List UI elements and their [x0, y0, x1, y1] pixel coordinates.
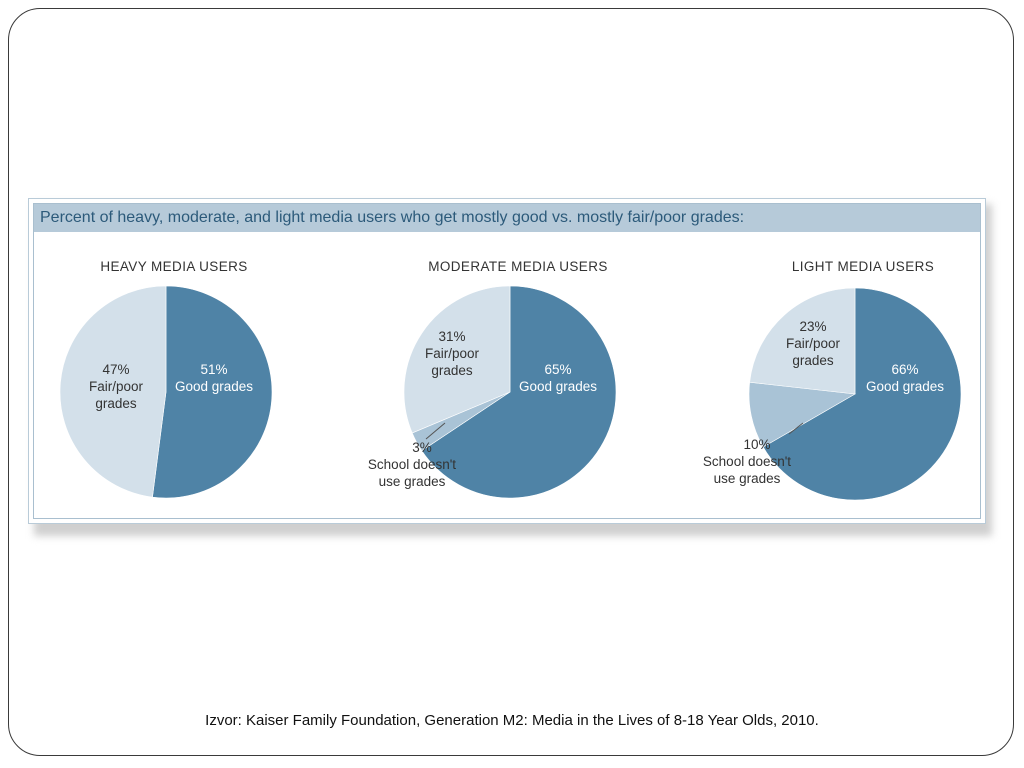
slice-label-no-grades: 10% School doesn't use grades: [703, 437, 791, 486]
slice-label-good: 66% Good grades: [866, 362, 944, 394]
pie-slice-good: [152, 285, 273, 499]
pie-title: HEAVY MEDIA USERS: [100, 259, 247, 274]
pie-title: LIGHT MEDIA USERS: [792, 259, 934, 274]
slice-label-no-grades: 3% School doesn't use grades: [368, 440, 456, 489]
pie-charts: HEAVY MEDIA USERS 51% Good grades 47% Fair/p…: [59, 259, 962, 501]
source-caption: Izvor: Kaiser Family Foundation, Generat…: [205, 712, 819, 729]
slice-label-good: 65% Good grades: [519, 362, 597, 394]
pie-slice-good: [421, 285, 617, 499]
callout-line: [788, 422, 804, 435]
chart-figure: Percent of heavy, moderate, and light me…: [28, 198, 986, 524]
pie-chart-1: HEAVY MEDIA USERS 51% Good grades 47% Fair/p…: [59, 259, 273, 499]
pie-slice-fair-poor: [749, 287, 856, 395]
slice-label-fair-poor: 47% Fair/poor grades: [89, 362, 144, 411]
slice-label-good: 51% Good grades: [175, 362, 253, 394]
slice-label-fair-poor: 31% Fair/poor grades: [425, 329, 480, 378]
pie-chart-2: MODERATE MEDIA USERS 65% Good grades 3% Scho…: [368, 259, 617, 499]
pie-slice-fair-poor: [59, 285, 167, 498]
chart-title: Percent of heavy, moderate, and light me…: [40, 209, 745, 226]
pie-chart-3: LIGHT MEDIA USERS 66% Good grades 10% School…: [703, 259, 962, 501]
callout-line: [425, 422, 446, 440]
pie-slice-fair-poor: [403, 285, 511, 434]
chart-figure-border: Percent of heavy, moderate, and light me…: [33, 203, 981, 519]
pie-title: MODERATE MEDIA USERS: [428, 259, 608, 274]
slice-label-fair-poor: 23% Fair/poor grades: [786, 319, 841, 368]
pie-slice-good: [762, 287, 962, 501]
chart-title-bar: Percent of heavy, moderate, and light me…: [34, 204, 980, 232]
